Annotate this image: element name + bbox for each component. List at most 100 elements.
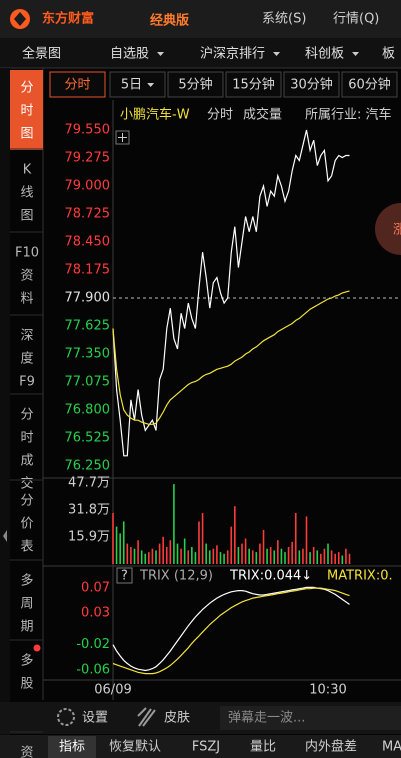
crosshair-icon[interactable]: [115, 130, 130, 145]
sidebar-tab-label[interactable]: 股: [20, 677, 33, 692]
volume-bar: [302, 548, 304, 564]
nav-bar: [0, 38, 401, 68]
sidebar-tab-label[interactable]: 多: [20, 573, 33, 589]
volume-bar: [176, 543, 179, 564]
y-tick-label: 0.03: [81, 606, 110, 621]
sidebar-tab-label[interactable]: 资: [20, 269, 33, 284]
y-tick-label: 31.8万: [68, 502, 110, 517]
settings-icon[interactable]: [57, 708, 75, 726]
volume-bar: [312, 547, 315, 564]
period-tab[interactable]: [49, 71, 106, 98]
sidebar-tab-label[interactable]: 图: [20, 209, 33, 224]
bottom-tab-active[interactable]: [48, 736, 96, 758]
float-button-label[interactable]: 涨: [393, 223, 401, 238]
series-line: [112, 129, 350, 457]
sidebar-tab-label[interactable]: 价: [20, 517, 33, 532]
danmu-placeholder[interactable]: 弹幕走一波...: [228, 711, 305, 726]
volume-bar: [320, 553, 322, 564]
period-tab-label[interactable]: 5日: [121, 78, 142, 93]
info-label[interactable]: 分时: [207, 108, 233, 123]
sidebar-tab-label[interactable]: 周: [20, 597, 33, 612]
volume-bar: [294, 513, 297, 564]
sidebar-tab-label[interactable]: 交: [20, 476, 33, 492]
volume-bar: [255, 552, 258, 564]
nav-item[interactable]: 板: [382, 47, 395, 62]
menu-item[interactable]: 行情(Q): [333, 12, 379, 27]
sidebar-tab-label[interactable]: 度: [20, 351, 33, 367]
volume-bar: [345, 548, 347, 564]
sidebar-tab-label[interactable]: 分: [20, 408, 33, 423]
dropdown-arrow[interactable]: [273, 52, 281, 56]
toolbar-label[interactable]: 设置: [82, 711, 108, 726]
sidebar-tab-label[interactable]: 时: [20, 431, 33, 446]
help-icon[interactable]: ?: [121, 569, 128, 584]
volume-bar: [162, 536, 164, 564]
sidebar-tab-label[interactable]: K: [23, 163, 32, 178]
bottom-tab-label[interactable]: 指标: [59, 740, 85, 755]
sidebar-tab-label[interactable]: 图: [20, 127, 33, 142]
skin-icon[interactable]: [137, 707, 156, 727]
period-tab[interactable]: [283, 71, 340, 98]
period-tab-label[interactable]: 分时: [64, 78, 90, 93]
sidebar-tab-label[interactable]: 多: [20, 653, 33, 669]
period-tab[interactable]: [109, 71, 166, 98]
info-label[interactable]: 所属行业: 汽车: [305, 107, 392, 123]
dropdown-arrow[interactable]: [147, 83, 155, 87]
period-tab[interactable]: [225, 71, 282, 98]
menu-item[interactable]: 系统(S): [262, 12, 306, 27]
indicator-title[interactable]: TRIX (12,9): [139, 569, 213, 584]
collapse-arrow[interactable]: [3, 530, 7, 542]
volume-bar: [137, 540, 139, 564]
sidebar-tab-label[interactable]: F9: [19, 375, 35, 390]
period-tab-label[interactable]: 5分钟: [178, 77, 212, 93]
sidebar-tab-label[interactable]: 料: [20, 292, 33, 307]
float-button[interactable]: [375, 203, 401, 255]
x-tick-label: 10:30: [309, 683, 346, 698]
sidebar-tab-label[interactable]: 深: [20, 329, 33, 344]
sidebar-tab-label[interactable]: 成: [20, 454, 33, 469]
dropdown-arrow[interactable]: [157, 52, 165, 56]
bottom-tab-label[interactable]: 恢复默认: [109, 739, 161, 755]
bottom-tab-label[interactable]: 内外盘差: [305, 739, 357, 755]
sidebar-tab-label[interactable]: 时: [20, 104, 33, 119]
sidebar-tab-label[interactable]: 表: [20, 540, 33, 555]
volume-bar: [187, 550, 190, 564]
sidebar-tab-label[interactable]: 期: [20, 620, 33, 635]
notice-dot: [33, 644, 41, 652]
crosshair-box[interactable]: [115, 130, 130, 145]
nav-item[interactable]: 全景图: [22, 46, 61, 62]
nav-item[interactable]: 科创板: [305, 47, 344, 62]
period-tab[interactable]: [167, 71, 224, 98]
volume-bar: [327, 543, 329, 564]
sidebar-tab-label[interactable]: 分: [20, 494, 33, 509]
dropdown-arrow[interactable]: [352, 52, 360, 56]
danmu-input[interactable]: [220, 706, 401, 730]
edition-label: 经典版: [150, 13, 189, 29]
x-tick-label: 06/09: [94, 683, 131, 698]
sidebar-tab-label[interactable]: F10: [15, 246, 39, 261]
volume-bar: [126, 543, 129, 564]
bottom-tab-label[interactable]: MA: [382, 740, 401, 755]
period-tab-label[interactable]: 30分钟: [290, 77, 333, 93]
sidebar-tab-label[interactable]: 线: [20, 186, 33, 201]
toolbar-label[interactable]: 皮肤: [164, 711, 190, 726]
sidebar-tab-active[interactable]: [10, 70, 43, 150]
sidebar-tab-label[interactable]: 资: [20, 746, 33, 758]
info-label[interactable]: 成交量: [243, 107, 282, 123]
nav-item[interactable]: 自选股: [110, 47, 149, 62]
volume-bar: [348, 553, 351, 564]
sidebar-tab-label[interactable]: 分: [20, 81, 33, 96]
y-tick-label: 76.800: [65, 403, 111, 418]
nav-item[interactable]: 沪深京排行: [200, 46, 265, 62]
period-tab-label[interactable]: 15分钟: [232, 77, 275, 93]
help-box[interactable]: [116, 567, 133, 584]
bottom-tab-label[interactable]: 量比: [250, 740, 276, 755]
bottom-tab-label[interactable]: FSZJ: [192, 740, 220, 755]
volume-bar: [122, 521, 125, 564]
period-tab-label[interactable]: 60分钟: [348, 77, 391, 93]
period-tab[interactable]: [341, 71, 398, 98]
volume-bar: [230, 526, 233, 564]
volume-bar: [323, 548, 326, 564]
info-label: 小鹏汽车-W: [120, 107, 190, 123]
